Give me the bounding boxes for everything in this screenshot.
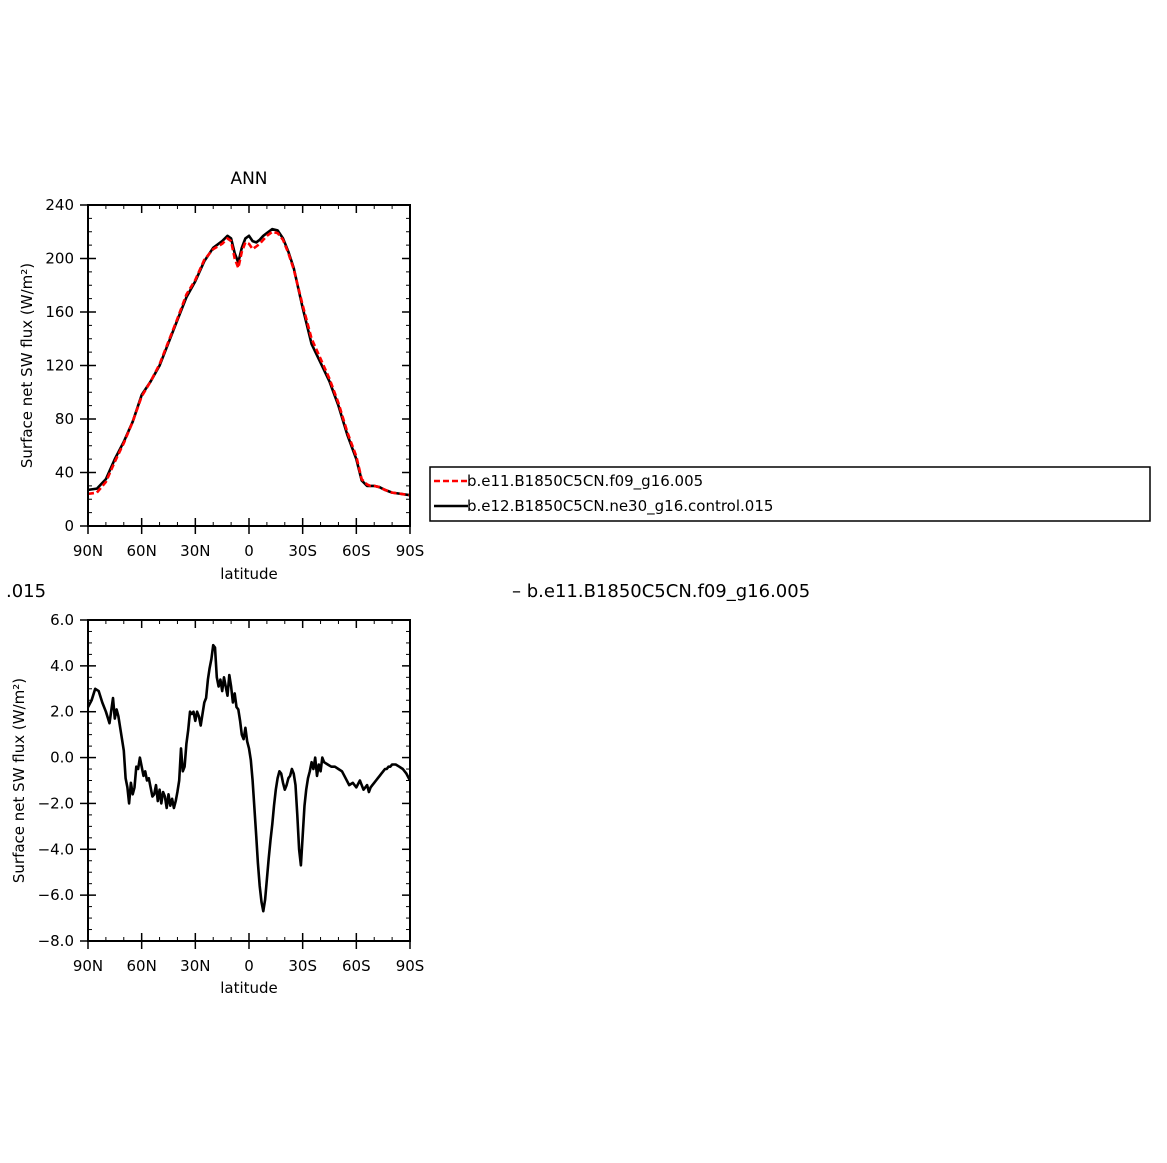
x-tick-label: 0: [244, 542, 254, 560]
top-chart-ylabel: Surface net SW flux (W/m²): [18, 263, 36, 468]
bottom-chart-xlabel: latitude: [220, 979, 278, 997]
y-tick-label: −8.0: [38, 932, 74, 950]
x-tick-label: 90N: [73, 957, 103, 975]
bottom-chart-ticks: −8.0 −6.0 −4.0 −2.0 0.0 2.0 4.0 6.0 90N 60N 30N 0 30…: [38, 611, 425, 975]
y-tick-label: 40: [55, 464, 74, 482]
y-tick-label: 120: [45, 357, 74, 375]
x-tick-label: 30N: [180, 957, 210, 975]
y-tick-label: 6.0: [50, 611, 74, 629]
x-tick-label: 60S: [342, 957, 371, 975]
y-tick-label: 2.0: [50, 703, 74, 721]
x-tick-label: 30S: [288, 542, 317, 560]
bottom-chart-ylabel: Surface net SW flux (W/m²): [10, 678, 28, 883]
x-tick-label: 90N: [73, 542, 103, 560]
top-chart-series: [87, 227, 411, 497]
y-tick-label: 0.0: [50, 749, 74, 767]
bottom-chart-series: [86, 643, 412, 913]
legend-label-series-2: b.e12.B1850C5CN.ne30_g16.control.015: [467, 497, 773, 516]
y-tick-label: −4.0: [38, 840, 74, 858]
x-tick-label: 60S: [342, 542, 371, 560]
x-tick-label: 60N: [127, 542, 157, 560]
y-tick-label: 200: [45, 250, 74, 268]
bottom-chart-frame: [87, 619, 411, 942]
x-tick-label: 90S: [396, 957, 425, 975]
series-line-2: [87, 227, 411, 497]
x-tick-label: 60N: [127, 957, 157, 975]
y-tick-label: 0: [64, 517, 74, 535]
series-line-1: [87, 230, 411, 497]
x-tick-label: 30S: [288, 957, 317, 975]
fragment-right-title: – b.e11.B1850C5CN.f09_g16.005: [512, 581, 810, 602]
fragment-left-title: .015: [6, 581, 46, 602]
y-tick-label: 80: [55, 410, 74, 428]
top-chart-frame: [87, 204, 411, 527]
legend-label-series-1: b.e11.B1850C5CN.f09_g16.005: [467, 472, 703, 491]
top-chart: ANN 0 40 80 120 160 200 240 90N 60N 30N 0 30S 60S 90S…: [18, 169, 424, 583]
legend-box: [429, 466, 1151, 522]
y-tick-label: −2.0: [38, 794, 74, 812]
x-tick-label: 90S: [396, 542, 425, 560]
y-tick-label: −6.0: [38, 886, 74, 904]
y-tick-label: 4.0: [50, 657, 74, 675]
x-tick-label: 0: [244, 957, 254, 975]
series-line-1: [86, 643, 412, 913]
legend: b.e11.B1850C5CN.f09_g16.005 b.e12.B1850C…: [429, 466, 1151, 522]
x-tick-label: 30N: [180, 542, 210, 560]
y-tick-label: 240: [45, 196, 74, 214]
top-chart-xlabel: latitude: [220, 565, 278, 583]
y-tick-label: 160: [45, 303, 74, 321]
top-chart-title: ANN: [230, 169, 267, 189]
bottom-chart: −8.0 −6.0 −4.0 −2.0 0.0 2.0 4.0 6.0 90N 60N 30N 0 30…: [10, 611, 424, 997]
